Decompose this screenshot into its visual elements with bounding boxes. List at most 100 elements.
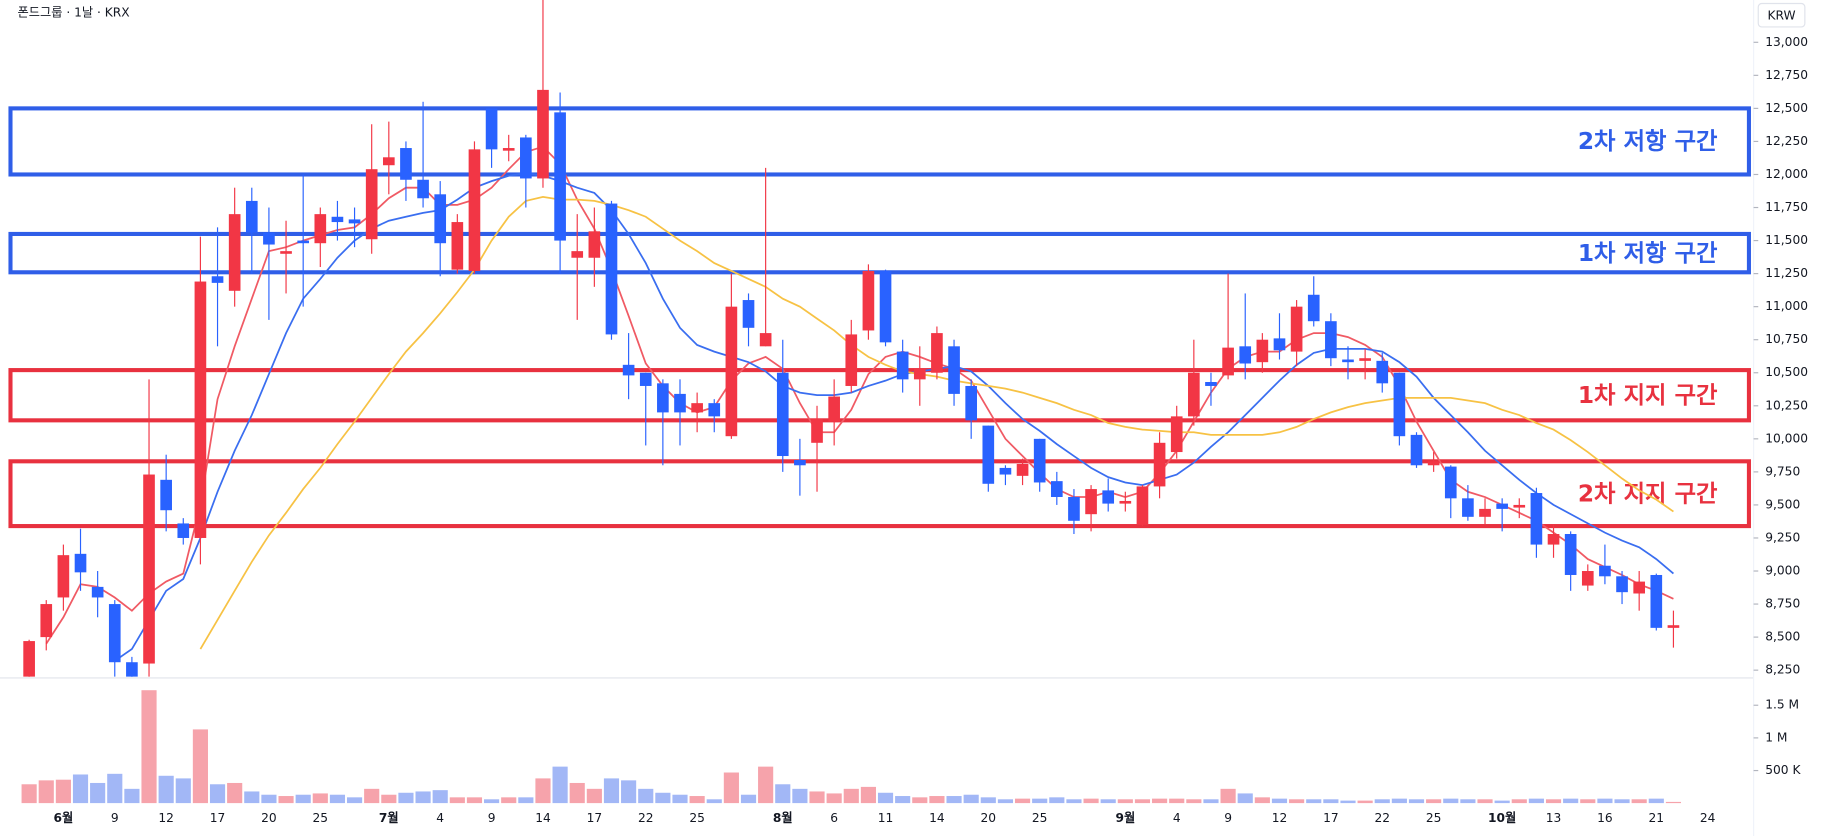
candle-body: [400, 148, 412, 180]
y-tick-label: 11,750: [1765, 200, 1808, 214]
candle-body: [1359, 358, 1371, 361]
candle-body: [1033, 438, 1046, 483]
candle-body: [896, 351, 909, 380]
candle-body: [999, 467, 1012, 475]
candle-body: [126, 662, 138, 677]
y-tick-label: 8,500: [1765, 630, 1800, 644]
candle-body: [1222, 347, 1234, 376]
candle-body: [263, 232, 275, 245]
x-tick-label: 17: [210, 811, 226, 825]
volume-bar: [484, 799, 500, 804]
volume-bar: [1494, 800, 1510, 804]
volume-bar: [1357, 800, 1373, 804]
volume-bar: [1597, 798, 1613, 804]
candle-body: [1307, 294, 1320, 322]
candle-body: [1102, 490, 1115, 504]
candle-body: [1068, 496, 1080, 521]
candle-body: [1325, 321, 1337, 359]
candle-body: [502, 148, 515, 151]
volume-bar: [1460, 799, 1476, 804]
volume-bar: [312, 793, 328, 804]
volume-tick-label: 500 K: [1765, 763, 1801, 777]
x-tick-label: 25: [1032, 811, 1048, 825]
candle-body: [794, 459, 806, 466]
candle-body: [485, 108, 498, 150]
x-tick-label: 22: [1374, 811, 1390, 825]
volume-bar: [1545, 799, 1562, 804]
y-tick-label: 10,500: [1765, 365, 1808, 379]
candle-body: [1581, 571, 1594, 586]
zone-label: 1차 저항 구간: [1578, 239, 1718, 267]
candle-body: [245, 200, 258, 233]
volume-bar: [55, 779, 71, 804]
volume-bar: [124, 788, 140, 804]
candle-body: [708, 403, 721, 417]
candle-body: [365, 169, 378, 240]
candle-body: [1462, 498, 1474, 517]
volume-bar: [552, 766, 568, 804]
volume-bar: [295, 794, 311, 804]
volume-bar: [466, 797, 483, 804]
y-tick-label: 8,750: [1765, 597, 1800, 611]
candle-body: [108, 604, 121, 663]
candle-body: [948, 346, 960, 394]
volume-bar: [1203, 799, 1219, 804]
candle-body: [1342, 359, 1354, 363]
x-tick-label: 10월: [1488, 810, 1516, 825]
zone-label: 2차 저항 구간: [1578, 127, 1718, 155]
x-tick-label: 14: [929, 811, 945, 825]
volume-bar: [843, 788, 859, 804]
candle-body: [348, 219, 361, 224]
candle-body: [571, 251, 584, 258]
volume-bar: [415, 791, 431, 804]
x-tick-label: 25: [313, 811, 329, 825]
y-tick-label: 12,250: [1765, 134, 1808, 148]
candle-body: [1633, 581, 1645, 594]
x-tick-label: 11: [878, 811, 894, 825]
x-tick-label: 6: [830, 811, 838, 825]
volume-bar: [1323, 799, 1339, 804]
candle-body: [23, 641, 35, 677]
volume-bar: [278, 796, 294, 804]
y-tick-label: 9,000: [1765, 563, 1800, 577]
candle-body: [1530, 493, 1543, 545]
axes: 8,250 8,500 8,750 9,000 9,250 9,500 9,750 10,00…: [54, 35, 1809, 825]
volume-bar: [1134, 799, 1151, 804]
volume-bar: [432, 790, 448, 804]
y-tick-label: 11,500: [1765, 233, 1808, 247]
candle-body: [1444, 466, 1457, 499]
y-tick-label: 10,250: [1765, 398, 1808, 412]
volume-bar: [381, 794, 397, 804]
candle-body: [331, 216, 344, 223]
candle-body: [1564, 534, 1577, 575]
y-tick-label: 10,750: [1765, 332, 1808, 346]
volume-bar: [603, 778, 620, 804]
x-tick-label: 13: [1546, 811, 1562, 825]
volume-bar: [1340, 800, 1356, 804]
volume-bar: [501, 797, 517, 804]
volume-bar: [1271, 798, 1288, 804]
candle-body: [1136, 486, 1149, 525]
volume-bar: [1665, 801, 1682, 804]
candle-body: [143, 474, 155, 664]
candle-body: [1290, 306, 1303, 352]
x-tick-label: 6월: [54, 810, 74, 825]
volume-bar: [1408, 799, 1425, 804]
candle-body: [40, 604, 53, 638]
y-tick-label: 12,750: [1765, 68, 1808, 82]
volume-bar: [740, 794, 757, 804]
candle-body: [228, 214, 241, 291]
candle-body: [931, 333, 943, 373]
volume-bar: [638, 788, 654, 804]
volume-bar: [192, 729, 208, 804]
candle-body: [314, 214, 327, 244]
volume-bar: [912, 797, 928, 804]
volume-bar: [963, 794, 979, 804]
candle-body: [537, 89, 549, 179]
volume-bar: [1391, 798, 1407, 804]
volume-bar: [1032, 798, 1048, 804]
candle-body: [1050, 481, 1063, 497]
volume-bar: [706, 799, 722, 804]
